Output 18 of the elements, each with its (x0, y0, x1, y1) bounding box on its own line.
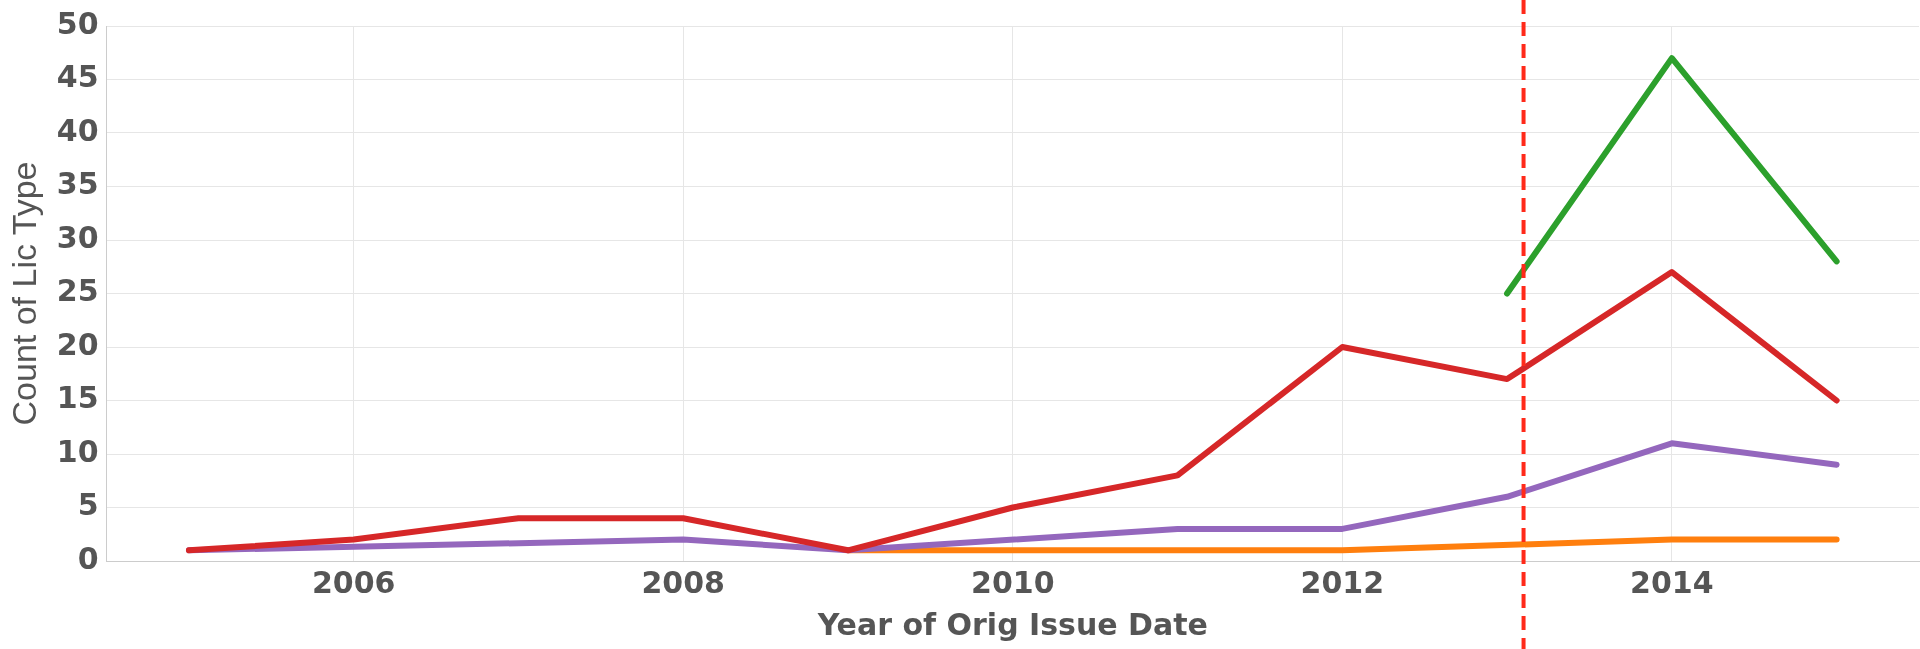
y-tick-label: 20 (56, 326, 99, 362)
y-tick-label: 50 (56, 5, 99, 41)
y-tick-label: 45 (56, 59, 99, 95)
y-tick-label: 25 (56, 273, 99, 309)
x-tick-label: 2010 (971, 564, 1055, 600)
x-tick-label: 2014 (1630, 564, 1714, 600)
x-tick-label: 2006 (311, 564, 396, 600)
y-tick-label: 10 (56, 433, 99, 469)
y-tick-label: 35 (56, 166, 99, 202)
y-tick-label: 0 (77, 540, 99, 576)
x-tick-label: 2008 (641, 564, 725, 600)
y-axis-title: Count of Lic Type (4, 161, 43, 426)
x-tick-label: 2012 (1300, 564, 1385, 600)
y-tick-label: 5 (77, 487, 99, 523)
y-tick-label: 15 (56, 380, 99, 416)
y-tick-label: 40 (56, 112, 99, 148)
x-axis-title: Year of Orig Issue Date (816, 606, 1208, 642)
y-tick-label: 30 (56, 219, 99, 255)
